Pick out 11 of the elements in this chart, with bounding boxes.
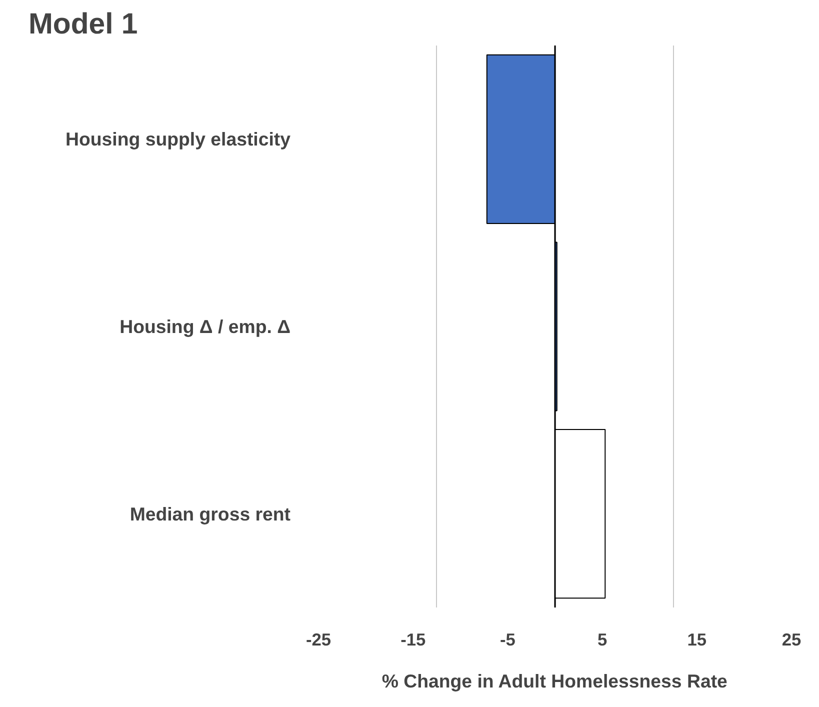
x-tick-label: -25 bbox=[306, 630, 332, 650]
x-axis-title: % Change in Adult Homelessness Rate bbox=[382, 670, 728, 692]
y-tick-label: Housing supply elasticity bbox=[66, 128, 292, 150]
x-tick-label: 25 bbox=[782, 630, 802, 650]
y-tick-label: Median gross rent bbox=[130, 503, 291, 524]
y-tick-label: Housing Δ / emp. Δ bbox=[120, 316, 291, 337]
x-tick-label: -5 bbox=[500, 630, 516, 650]
x-tick-label: -15 bbox=[400, 630, 426, 650]
x-tick-label: 15 bbox=[687, 630, 707, 650]
x-tick-label: 5 bbox=[597, 630, 608, 650]
text: Model 1 bbox=[28, 8, 138, 40]
